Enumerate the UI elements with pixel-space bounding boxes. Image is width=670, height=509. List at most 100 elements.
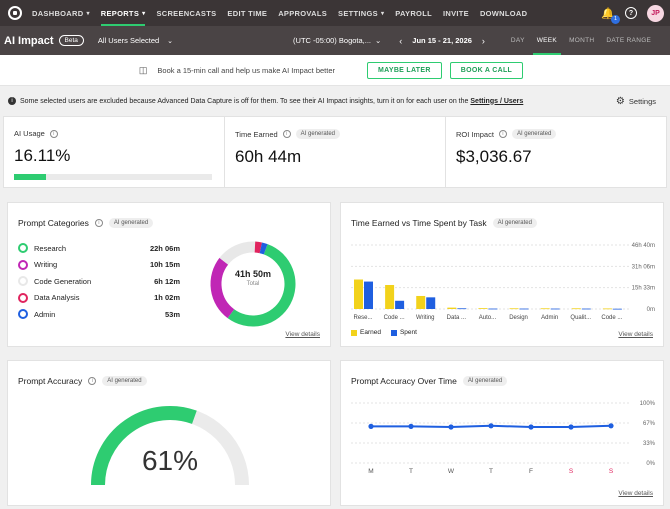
- users-selector[interactable]: All Users Selected: [97, 36, 160, 45]
- tab-week[interactable]: WEEK: [532, 26, 562, 55]
- x-tick-label: M: [368, 468, 373, 475]
- bar-spent[interactable]: [550, 308, 560, 310]
- x-tick-label: Rese...: [353, 315, 372, 321]
- info-icon[interactable]: i: [94, 219, 103, 227]
- line-point[interactable]: [488, 423, 494, 429]
- roi-label: ROI Impact: [456, 129, 494, 139]
- warning-bar: i Some selected users are excluded becau…: [0, 86, 670, 116]
- settings-button[interactable]: ⚙ Settings: [616, 96, 656, 107]
- donut-slice: [227, 244, 296, 327]
- category-name: Data Analysis: [34, 293, 80, 302]
- x-tick-label: Auto...: [479, 315, 497, 321]
- message-icon: ◫: [138, 64, 148, 75]
- date-range[interactable]: Jun 15 - 21, 2026: [412, 36, 472, 45]
- timezone-selector[interactable]: (UTC -05:00) Bogota,...: [293, 36, 371, 45]
- nav-item-screencasts[interactable]: SCREENCASTS: [156, 0, 216, 26]
- feedback-banner: ◫ Book a 15-min call and help us make AI…: [0, 55, 670, 86]
- bar-spent[interactable]: [364, 281, 373, 309]
- nav-item-label: SCREENCASTS: [156, 8, 217, 18]
- bar-spent[interactable]: [488, 308, 498, 310]
- x-tick-label: S: [569, 468, 574, 475]
- line-point[interactable]: [408, 423, 414, 429]
- nav-item-download[interactable]: DOWNLOAD: [480, 0, 527, 26]
- user-avatar[interactable]: JP: [647, 4, 664, 22]
- line-point[interactable]: [568, 424, 574, 430]
- nav-item-payroll[interactable]: PAYROLL: [395, 0, 432, 26]
- prev-arrow-icon[interactable]: ‹: [399, 35, 403, 46]
- nav-item-reports[interactable]: REPORTS ▾: [100, 0, 146, 26]
- tab-day[interactable]: DAY: [510, 37, 525, 44]
- nav-item-approvals[interactable]: APPROVALS: [278, 0, 327, 26]
- legend-spent-swatch: [390, 329, 397, 336]
- bar-earned[interactable]: [571, 308, 581, 310]
- nav-items: DASHBOARD ▾ REPORTS ▾ SCREENCASTS EDIT TIME AP…: [32, 0, 538, 26]
- period-tabs: DAY WEEK MONTH DATE RANGE: [499, 26, 651, 55]
- donut-slice: [254, 241, 262, 254]
- bar-earned[interactable]: [354, 279, 363, 309]
- nav-item-edit-time[interactable]: EDIT TIME: [227, 0, 267, 26]
- app-logo-icon[interactable]: [8, 6, 22, 20]
- category-value: 1h 02m: [154, 293, 180, 302]
- bar-spent[interactable]: [581, 308, 591, 310]
- x-tick-label: Writing: [416, 315, 435, 321]
- info-icon[interactable]: i: [282, 130, 291, 138]
- maybe-later-button[interactable]: MAYBE LATER: [367, 61, 442, 79]
- legend-earned-swatch: [351, 329, 357, 336]
- info-icon[interactable]: i: [88, 377, 97, 385]
- card-title: Prompt Accuracy Over Time: [351, 376, 457, 386]
- y-tick-label: 67%: [643, 421, 656, 427]
- category-name: Code Generation: [34, 276, 92, 286]
- tab-date-range[interactable]: DATE RANGE: [606, 37, 652, 44]
- info-icon[interactable]: i: [498, 130, 507, 138]
- bar-spent[interactable]: [395, 300, 405, 309]
- accuracy-value: 61%: [141, 445, 199, 476]
- bar-spent[interactable]: [612, 308, 622, 310]
- tab-month[interactable]: MONTH: [569, 37, 595, 44]
- ai-generated-tag: AI generated: [511, 129, 557, 139]
- notifications-bell-icon[interactable]: 🔔 1: [601, 7, 620, 24]
- ai-usage-progress-fill: [14, 174, 46, 180]
- next-arrow-icon[interactable]: ›: [481, 35, 485, 46]
- sub-header: AI Impact Beta All Users Selected ⌄ (UTC…: [0, 26, 670, 55]
- category-row: Code Generation 6h 12m: [18, 276, 180, 286]
- view-details-link[interactable]: View details: [618, 331, 653, 338]
- bar-spent[interactable]: [519, 308, 529, 310]
- category-ring-icon: [18, 259, 28, 270]
- bar-earned[interactable]: [447, 307, 457, 309]
- bar-earned[interactable]: [385, 285, 395, 309]
- bar-earned[interactable]: [416, 295, 426, 309]
- nav-item-label: INVITE: [442, 8, 469, 18]
- settings-users-link[interactable]: Settings / Users: [470, 97, 524, 105]
- chevron-down-icon[interactable]: ⌄: [375, 36, 382, 45]
- ai-usage-progress: [14, 174, 212, 180]
- bar-earned[interactable]: [602, 308, 612, 310]
- category-value: 10h 15m: [149, 260, 180, 269]
- info-icon[interactable]: i: [49, 129, 58, 138]
- bar-spent[interactable]: [426, 297, 436, 309]
- help-icon[interactable]: ?: [625, 7, 637, 19]
- nav-item-settings[interactable]: SETTINGS ▾: [338, 0, 384, 26]
- bar-earned[interactable]: [478, 308, 488, 309]
- nav-item-invite[interactable]: INVITE: [443, 0, 469, 26]
- line-point[interactable]: [608, 423, 614, 429]
- legend-spent-label: Spent: [399, 329, 417, 336]
- bar-spent[interactable]: [457, 308, 467, 310]
- y-tick-label: 15h 33m: [632, 286, 655, 292]
- roi-impact-stat: ROI Impact i AI generated $3,036.67: [446, 117, 666, 187]
- donut-total-value: 41h 50m: [234, 269, 272, 279]
- bar-earned[interactable]: [540, 308, 550, 310]
- view-details-link[interactable]: View details: [285, 331, 320, 338]
- book-call-button[interactable]: BOOK A CALL: [449, 61, 524, 79]
- x-tick-label: T: [489, 468, 493, 475]
- nav-item-dashboard[interactable]: DASHBOARD ▾: [32, 0, 90, 26]
- category-donut-chart: [210, 241, 296, 327]
- bar-earned[interactable]: [509, 308, 519, 310]
- category-row: Admin 53m: [18, 309, 180, 319]
- time-earned-label: Time Earned: [235, 129, 278, 139]
- donut-slice: [210, 257, 235, 319]
- view-details-link[interactable]: View details: [618, 490, 653, 497]
- line-point[interactable]: [368, 423, 374, 429]
- line-point[interactable]: [448, 424, 454, 430]
- line-point[interactable]: [528, 424, 534, 430]
- chevron-down-icon[interactable]: ⌄: [167, 37, 174, 45]
